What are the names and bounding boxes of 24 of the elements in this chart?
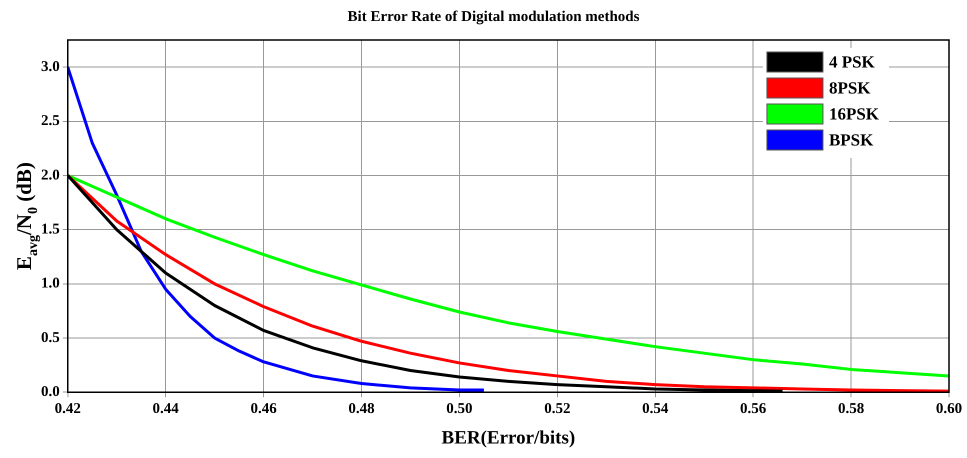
chart-title: Bit Error Rate of Digital modulation methods	[348, 8, 640, 25]
x-tick-label: 0.58	[838, 401, 864, 418]
y-tick-label: 2.0	[41, 167, 60, 184]
y-axis-title: Eavg/N0 (dB)	[12, 162, 41, 270]
x-tick-label: 0.50	[446, 401, 473, 418]
y-tick-label: 1.5	[41, 222, 60, 238]
legend-label: 16PSK	[828, 104, 880, 124]
legend-label: BPSK	[828, 130, 874, 150]
x-tick-label: 0.42	[54, 401, 81, 418]
y-tick-label: 1.0	[41, 276, 60, 292]
x-tick-label: 0.60	[936, 401, 962, 418]
x-axis-title: BER(Error/bits)	[442, 428, 576, 449]
y-tick-label: 0.0	[41, 384, 60, 400]
legend-label: 8PSK	[828, 78, 872, 98]
x-tick-label: 0.54	[642, 401, 669, 418]
x-tick-label: 0.56	[740, 401, 767, 418]
y-tick-label: 3.0	[41, 58, 60, 75]
x-tick-label: 0.52	[544, 401, 570, 418]
legend-label: 4 PSK	[828, 52, 876, 72]
y-tick-label: 2.5	[41, 113, 60, 130]
x-tick-label: 0.46	[250, 401, 278, 418]
x-tick-label: 0.44	[152, 401, 180, 418]
x-tick-label: 0.48	[348, 401, 375, 418]
y-tick-label: 0.5	[41, 330, 60, 346]
